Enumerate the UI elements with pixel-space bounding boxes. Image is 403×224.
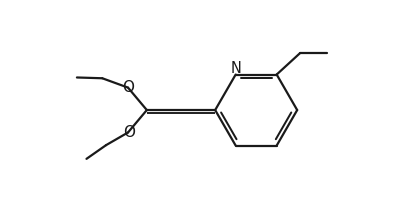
Text: O: O [123, 125, 135, 140]
Text: O: O [122, 80, 134, 95]
Text: N: N [230, 61, 241, 76]
